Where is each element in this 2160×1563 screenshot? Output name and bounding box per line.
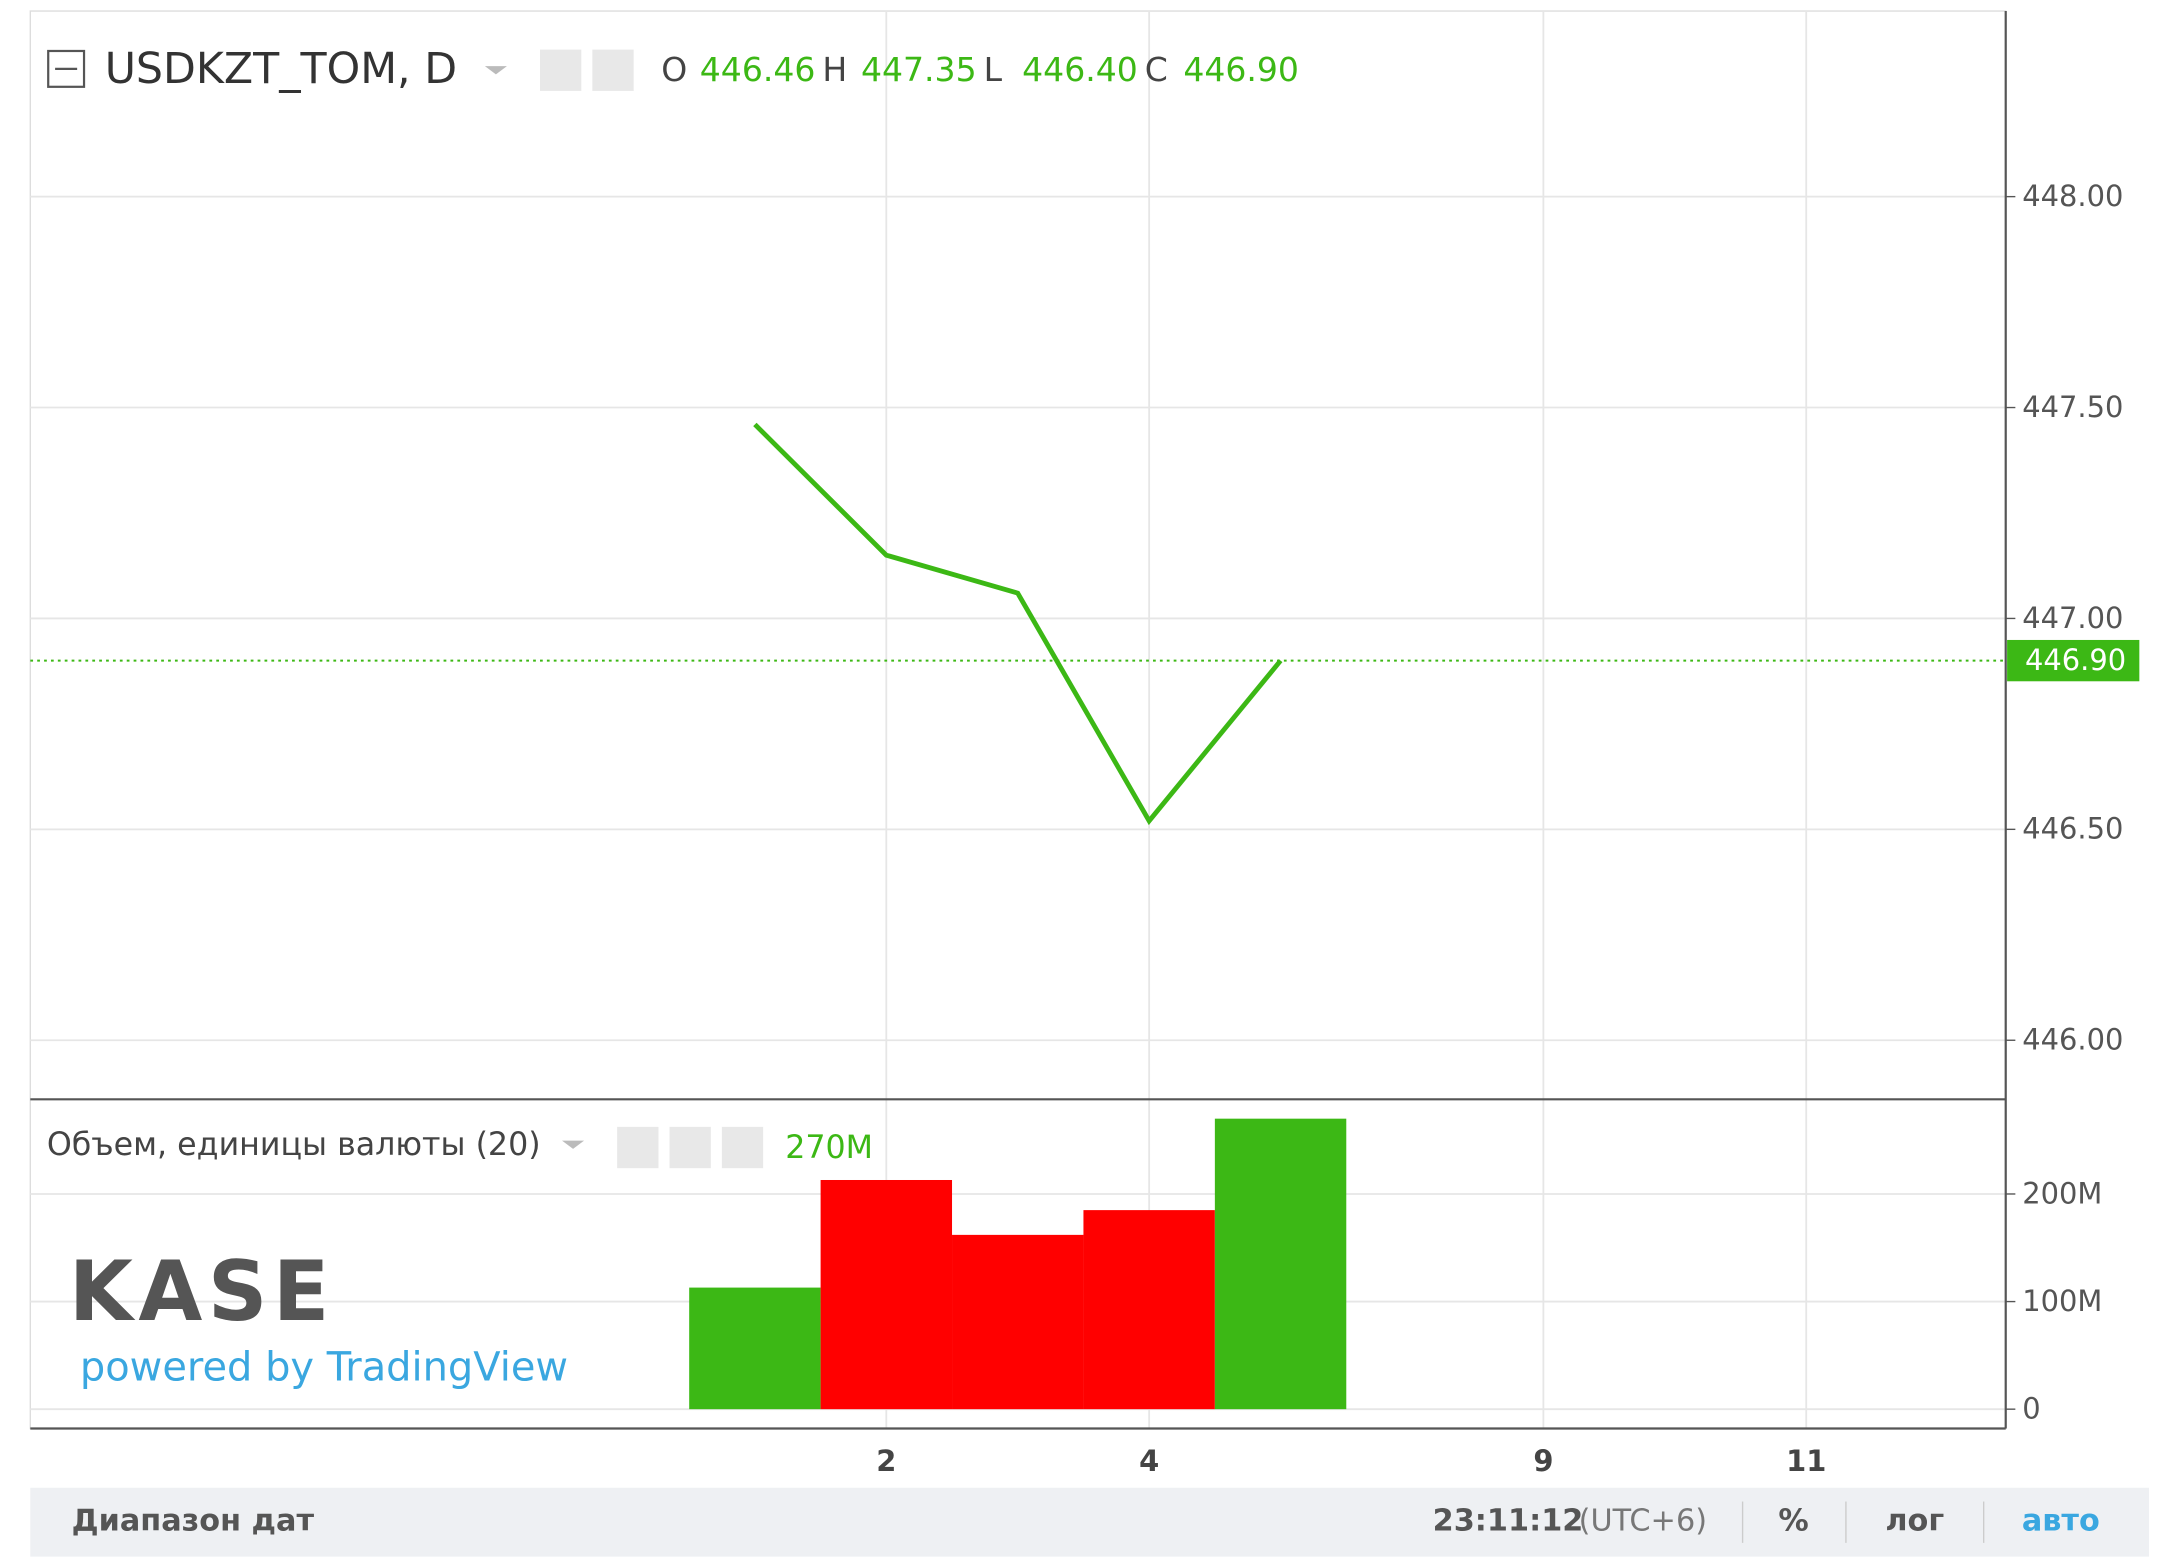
settings-button[interactable] [592, 49, 634, 91]
y-tick-label: 100M [2022, 1284, 2102, 1318]
dropdown-arrow[interactable] [562, 1140, 585, 1149]
last-price-label: 446.90 [2025, 643, 2126, 677]
volume-bar [689, 1287, 821, 1410]
y-tick-label: 446.50 [2022, 812, 2123, 846]
volume-bar [1214, 1118, 1347, 1410]
x-tick-label: 9 [1533, 1444, 1553, 1478]
eye-button[interactable] [540, 49, 582, 91]
ohlc-key: L [984, 50, 1003, 89]
x-tick-label: 2 [876, 1444, 896, 1478]
ohlc-key: C [1145, 50, 1168, 89]
bottom-toolbar [30, 1487, 2149, 1557]
ohlc-value: 446.46 [700, 50, 816, 89]
y-tick-label: 447.50 [2022, 390, 2123, 424]
y-tick-label: 448.00 [2022, 179, 2123, 213]
eye-button[interactable] [617, 1126, 659, 1169]
log-button[interactable]: лог [1885, 1504, 1944, 1539]
close-button[interactable] [721, 1126, 764, 1169]
dropdown-arrow[interactable] [484, 66, 507, 75]
percent-button[interactable]: % [1778, 1504, 1808, 1539]
x-tick-label: 4 [1139, 1444, 1159, 1478]
volume-title[interactable]: Объем, единицы валюты (20) [47, 1127, 541, 1163]
ohlc-key: O [661, 50, 687, 89]
ohlc-value: 446.40 [1022, 50, 1138, 89]
y-tick-label: 446.00 [2022, 1023, 2123, 1057]
date-range-button[interactable]: Диапазон дат [72, 1504, 315, 1539]
plot-frame [29, 10, 2007, 1430]
settings-button[interactable] [669, 1126, 711, 1169]
auto-button[interactable]: авто [2022, 1504, 2100, 1539]
volume-value: 270M [785, 1130, 873, 1166]
logo-tagline[interactable]: powered by TradingView [80, 1344, 568, 1390]
x-tick-label: 11 [1786, 1444, 1826, 1478]
ohlc-key: H [822, 50, 847, 89]
symbol-title[interactable]: USDKZT_TOM, D [105, 44, 457, 94]
volume-bar [820, 1179, 953, 1410]
timezone[interactable]: (UTC+6) [1579, 1504, 1707, 1539]
clock: 23:11:12 [1433, 1504, 1584, 1539]
price-line [753, 422, 1283, 826]
volume-bar [1083, 1210, 1215, 1410]
logo: KASE [69, 1244, 335, 1340]
volume-bar [952, 1234, 1084, 1410]
y-tick-label: 200M [2022, 1176, 2102, 1210]
y-tick-label: 447.00 [2022, 601, 2123, 635]
y-tick-label: 0 [2022, 1392, 2040, 1426]
ohlc-value: 447.35 [861, 50, 977, 89]
ohlc-value: 446.90 [1183, 50, 1299, 89]
last-price-tag [2007, 639, 2140, 682]
